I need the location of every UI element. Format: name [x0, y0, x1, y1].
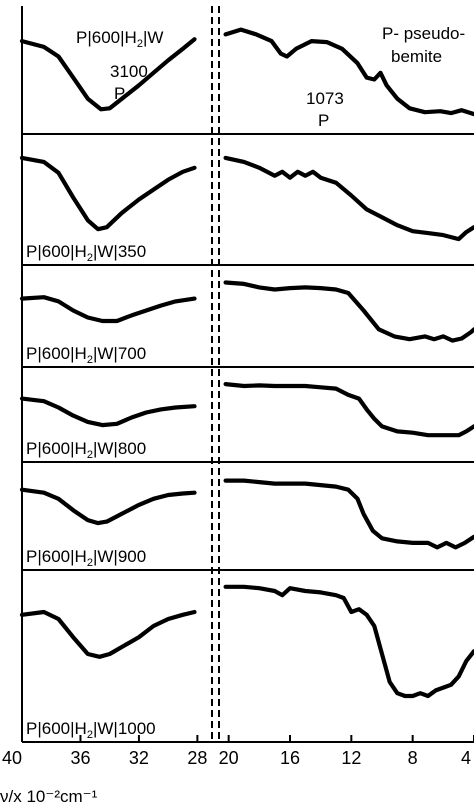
series-label-suffix: |W|1000 [93, 719, 156, 738]
spectrum-trace-right [223, 584, 474, 699]
spectrum-trace-right [223, 155, 474, 242]
series-label-subscript: 2 [87, 354, 93, 366]
spectrum-trace-left [19, 609, 197, 659]
x-tick-label: 28 [187, 748, 207, 768]
x-tick-label: 40 [2, 748, 22, 768]
series-label-subscript: 2 [87, 449, 93, 461]
x-tick-label: 4 [461, 748, 471, 768]
spectrum-panel-3: P|600|H2|W|700 [19, 280, 474, 366]
series-label-suffix: |W|700 [93, 344, 146, 363]
series-label-subscript: 2 [87, 729, 93, 741]
spectrum-trace-right [223, 478, 474, 550]
spectrum-trace-left [19, 487, 197, 526]
annotation-label: 1073 [306, 89, 344, 108]
series-label-suffix: |W|350 [93, 242, 146, 261]
series-label-main: P|600|H [26, 547, 87, 566]
spectrum-panel-1: P|600|H2|W [19, 27, 474, 117]
annotation-label: 3100 [110, 62, 148, 81]
series-label: P|600|H2|W|800 [26, 439, 146, 461]
series-label-suffix: |W [143, 28, 163, 47]
spectrum-trace-right [223, 382, 474, 438]
x-tick-label: 12 [341, 748, 361, 768]
series-label-main: P|600|H [26, 242, 87, 261]
annotation-label: bemite [391, 47, 442, 66]
series-label-main: P|600|H [26, 439, 87, 458]
x-tick-label: 32 [129, 748, 149, 768]
series-label-subscript: 2 [87, 252, 93, 264]
spectrum-trace-left [19, 396, 197, 428]
annotation-label: P- pseudo- [382, 24, 465, 43]
series-label-main: P|600|H [26, 344, 87, 363]
spectrum-trace-left [19, 295, 197, 324]
spectrum-panel-6: P|600|H2|W|1000 [19, 584, 474, 741]
series-label-main: P|600|H [26, 719, 87, 738]
x-tick-label: 16 [280, 748, 300, 768]
spectra-panels: P|600|H2|WP|600|H2|W|350P|600|H2|W|700P|… [19, 6, 474, 743]
spectrum-trace-left [19, 37, 197, 112]
series-label-suffix: |W|900 [93, 547, 146, 566]
series-label-subscript: 2 [137, 38, 143, 50]
spectrum-trace-right [223, 280, 474, 343]
x-axis: 40 36 32 28 20 16 12 8 4 [2, 735, 474, 768]
annotation-label: P [318, 111, 329, 130]
series-label: P|600|H2|W|1000 [26, 719, 156, 741]
series-label: P|600|H2|W|900 [26, 547, 146, 569]
series-label-main: P|600|H [76, 28, 137, 47]
spectrum-trace-right [223, 27, 474, 117]
x-tick-label: 20 [219, 748, 239, 768]
x-tick-label: 8 [408, 748, 418, 768]
series-label: P|600|H2|W [76, 28, 163, 50]
series-label-subscript: 2 [87, 557, 93, 569]
spectrum-panel-4: P|600|H2|W|800 [19, 382, 474, 461]
spectrum-panel-5: P|600|H2|W|900 [19, 478, 474, 569]
x-tick-label: 36 [70, 748, 90, 768]
x-axis-title: ν/x 10⁻²cm⁻¹ [0, 787, 98, 806]
spectrum-panel-2: P|600|H2|W|350 [19, 155, 474, 264]
series-label: P|600|H2|W|350 [26, 242, 146, 264]
spectrum-trace-left [19, 155, 197, 232]
series-label-suffix: |W|800 [93, 439, 146, 458]
annotation-label: P [114, 84, 125, 103]
series-label: P|600|H2|W|700 [26, 344, 146, 366]
peak-annotations: 3100 P 1073 P P- pseudo-bemite [110, 24, 465, 130]
